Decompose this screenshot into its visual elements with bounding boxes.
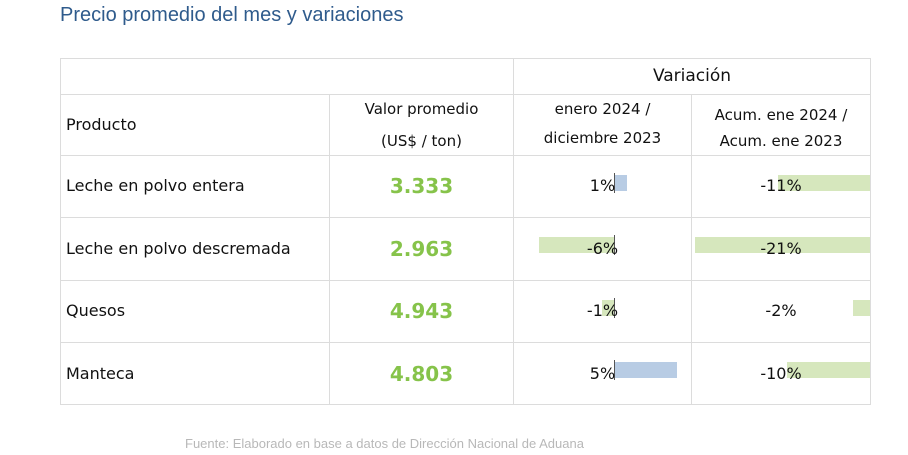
- page-title: Precio promedio del mes y variaciones: [60, 4, 404, 26]
- header-valor-line2: (US$ / ton): [381, 132, 462, 150]
- var-month-axis: [614, 298, 615, 318]
- var-month-value: -1%: [586, 301, 619, 320]
- header-var-acum-line1: Acum. ene 2024 /: [714, 106, 848, 124]
- col-divider: [513, 59, 514, 404]
- var-acum-value: -2%: [765, 301, 797, 320]
- var-month-bar: [614, 362, 677, 378]
- row-divider: [61, 155, 870, 156]
- var-month-axis: [614, 235, 615, 255]
- header-var-acum-line2: Acum. ene 2023: [719, 132, 843, 150]
- source-note: Fuente: Elaborado en base a datos de Dir…: [185, 436, 584, 451]
- col-divider: [691, 94, 692, 404]
- row-divider: [61, 342, 870, 343]
- var-month-bar: [539, 237, 614, 253]
- header-producto: Producto: [66, 115, 137, 134]
- header-var-month-line2: diciembre 2023: [543, 129, 662, 147]
- var-acum-bar: [778, 175, 870, 191]
- row-divider: [61, 217, 870, 218]
- row-divider: [61, 94, 870, 95]
- price-variation-table: Variación Producto Valor promedio (US$ /…: [60, 58, 871, 405]
- var-month-axis: [614, 173, 615, 193]
- average-value: 4.943: [389, 299, 454, 323]
- row-divider: [61, 280, 870, 281]
- average-value: 2.963: [389, 237, 454, 261]
- var-month-value: -6%: [586, 239, 619, 258]
- average-value: 4.803: [389, 362, 454, 386]
- product-name: Manteca: [66, 364, 135, 383]
- var-acum-bar: [694, 237, 870, 253]
- product-name: Leche en polvo descremada: [66, 239, 291, 258]
- var-month-bar: [601, 300, 614, 316]
- var-acum-bar: [786, 362, 870, 378]
- product-name: Leche en polvo entera: [66, 176, 245, 195]
- var-acum-value: -10%: [760, 364, 802, 383]
- var-month-bar: [614, 175, 627, 191]
- var-month-value: 1%: [589, 176, 616, 195]
- var-acum-value: -11%: [760, 176, 802, 195]
- group-header-variacion: Variación: [652, 66, 732, 86]
- var-acum-value: -21%: [760, 239, 802, 258]
- header-var-month-line1: enero 2024 /: [554, 100, 651, 118]
- var-month-axis: [614, 360, 615, 380]
- col-divider: [329, 94, 330, 404]
- var-month-value: 5%: [589, 364, 616, 383]
- var-acum-bar: [853, 300, 870, 316]
- header-valor-line1: Valor promedio: [364, 100, 479, 118]
- product-name: Quesos: [66, 301, 126, 320]
- average-value: 3.333: [389, 174, 454, 198]
